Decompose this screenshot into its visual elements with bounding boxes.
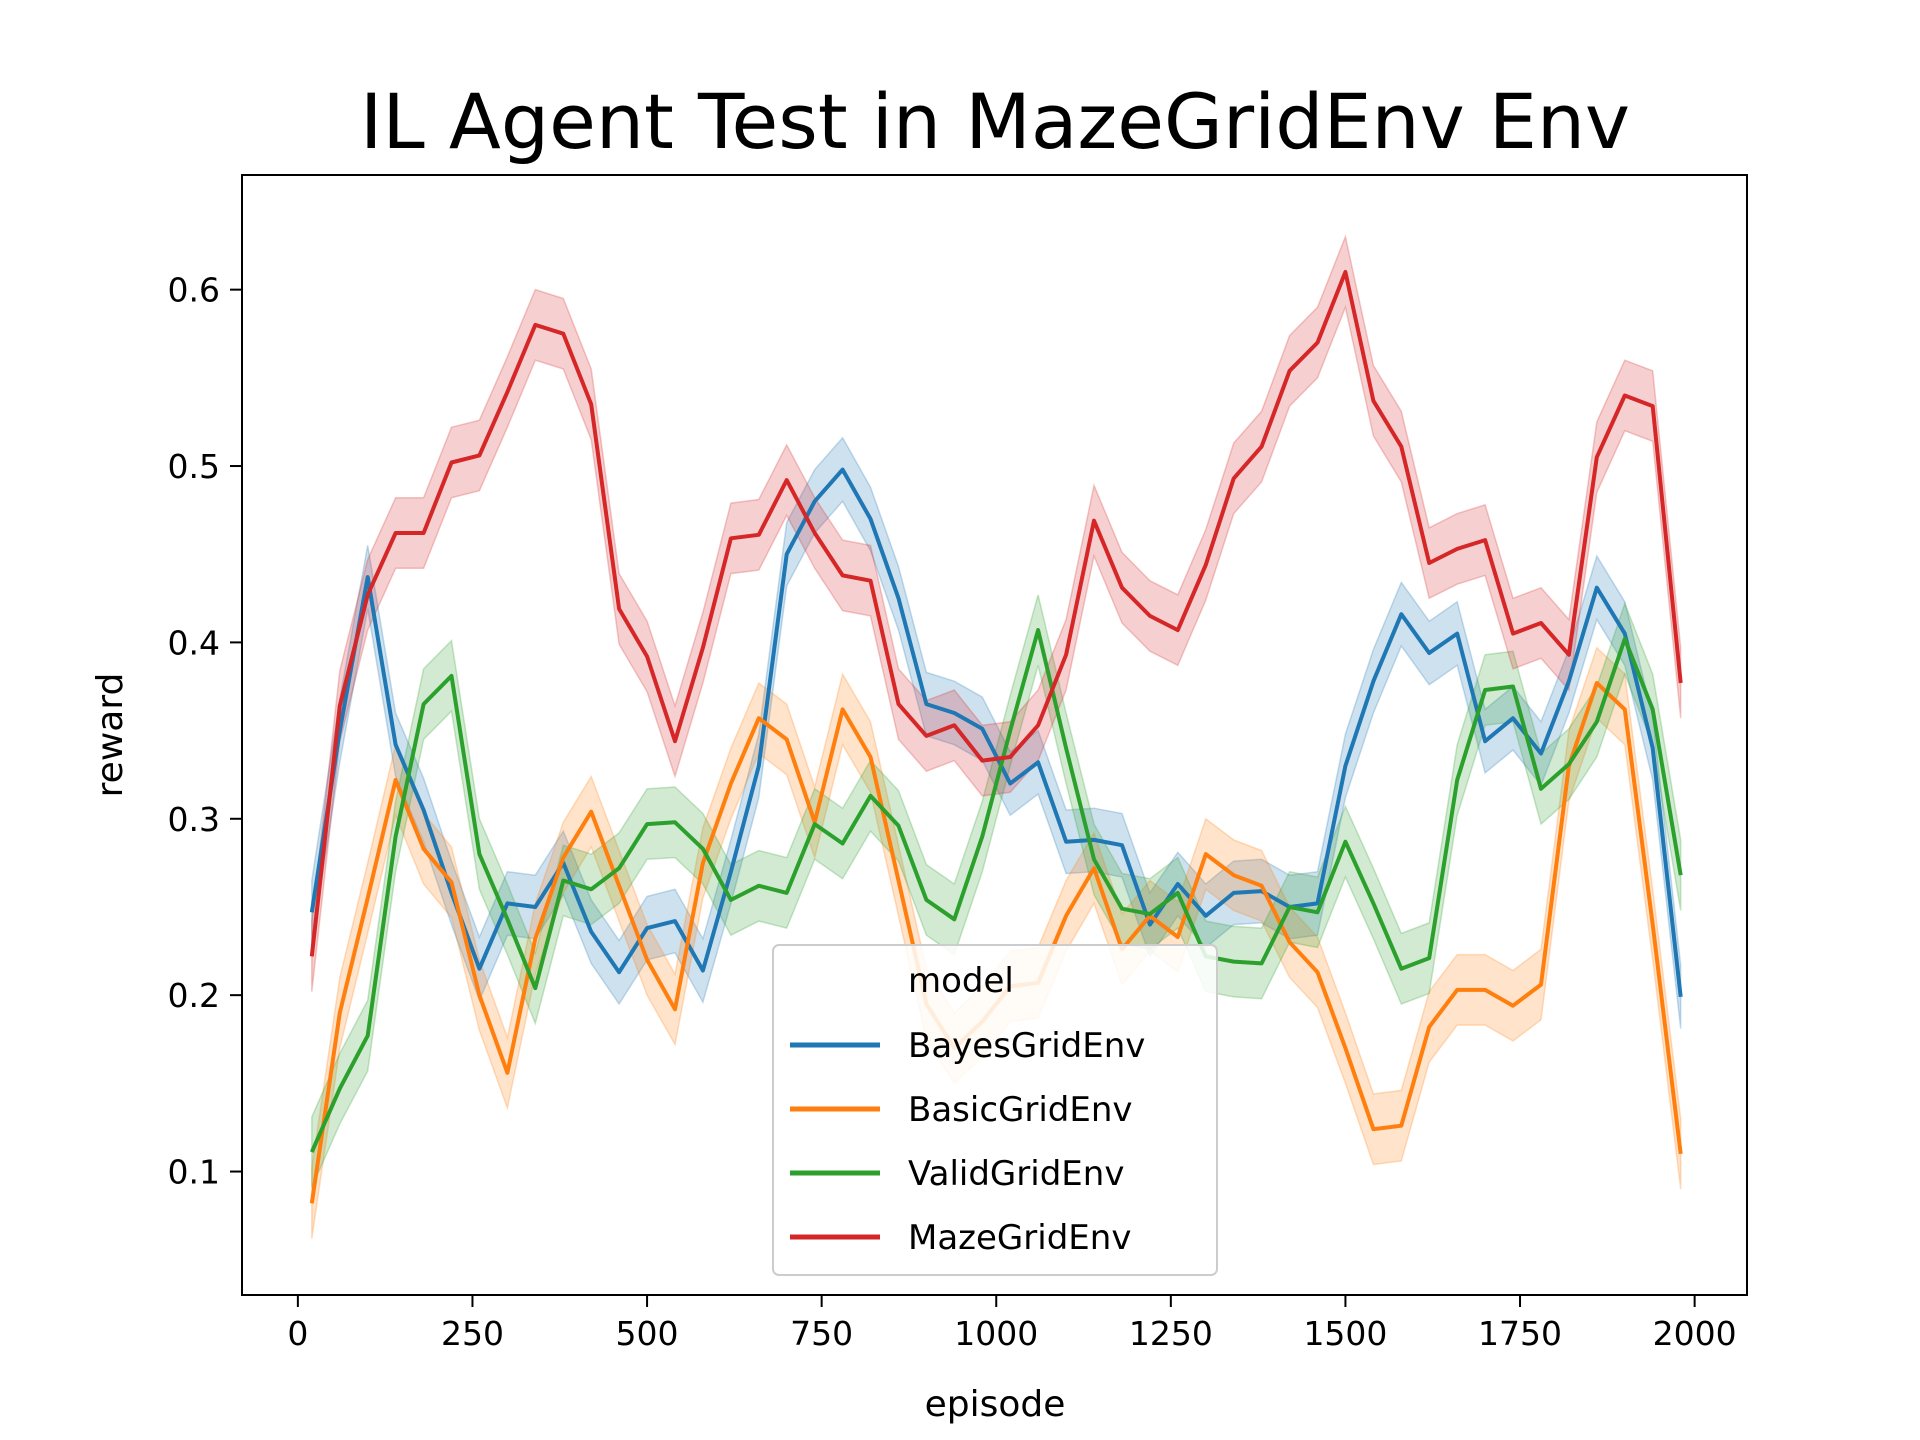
x-tick-label: 750 — [790, 1314, 853, 1353]
legend-label-basicgridenv: BasicGridEnv — [908, 1090, 1133, 1130]
confidence-bands — [311, 234, 1682, 1239]
x-tick-label: 0 — [287, 1314, 308, 1353]
legend-title: model — [908, 961, 1014, 1001]
y-tick-label: 0.3 — [168, 800, 220, 839]
x-tick-label: 1500 — [1303, 1314, 1387, 1353]
band-bayesgridenv — [311, 436, 1682, 1029]
x-tick-label: 250 — [441, 1314, 504, 1353]
y-tick-label: 0.1 — [168, 1153, 220, 1192]
x-tick-label: 2000 — [1653, 1314, 1737, 1353]
y-axis-label: reward — [90, 673, 131, 798]
x-tick-label: 1750 — [1478, 1314, 1562, 1353]
legend-label-mazegridenv: MazeGridEnv — [908, 1218, 1131, 1258]
x-tick-label: 500 — [616, 1314, 679, 1353]
y-tick-label: 0.4 — [168, 623, 220, 662]
x-tick-label: 1250 — [1129, 1314, 1213, 1353]
tick-layer: 0 250 500 750 1000 1250 1500 1750 2000 0.1 0.2 0.3 0… — [168, 271, 1737, 1353]
series-line-validgridenv — [309, 628, 1683, 1153]
x-axis-label: episode — [925, 1384, 1066, 1425]
series-line-mazegridenv — [309, 270, 1683, 957]
legend-label-bayesgridenv: BayesGridEnv — [908, 1026, 1145, 1066]
y-tick-label: 0.2 — [168, 976, 220, 1015]
series-line-bayesgridenv — [309, 467, 1683, 998]
y-tick-label: 0.5 — [168, 447, 220, 486]
band-validgridenv — [311, 594, 1682, 1188]
band-mazegridenv — [311, 234, 1682, 992]
chart-title: IL Agent Test in MazeGridEnv Env — [360, 77, 1630, 166]
legend-box — [772, 944, 1218, 1276]
band-basicgridenv — [311, 646, 1682, 1239]
legend: model BayesGridEnv BasicGridEnv ValidGridE… — [772, 944, 1218, 1276]
legend-label-validgridenv: ValidGridEnv — [908, 1154, 1124, 1194]
y-tick-label: 0.6 — [168, 271, 220, 310]
x-tick-label: 1000 — [954, 1314, 1038, 1353]
plot-frame — [241, 174, 1748, 1296]
